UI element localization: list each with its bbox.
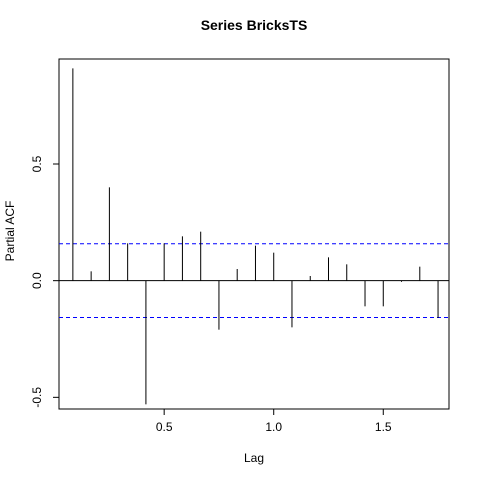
y-tick-label: 0.5 xyxy=(30,155,44,172)
y-tick-label: 0.0 xyxy=(30,272,44,289)
x-tick-label: 1.5 xyxy=(375,420,392,434)
y-tick-label: -0.5 xyxy=(30,387,44,408)
x-axis-label: Lag xyxy=(244,451,264,465)
y-axis-label: Partial ACF xyxy=(3,201,17,262)
chart-title: Series BricksTS xyxy=(201,17,308,33)
chart-marks: 0.5 1.0 1.5 -0.5 0.0 0.5 xyxy=(30,68,449,434)
x-tick-label: 1.0 xyxy=(265,420,282,434)
plot-frame xyxy=(58,58,450,410)
x-tick-label: 0.5 xyxy=(156,420,173,434)
